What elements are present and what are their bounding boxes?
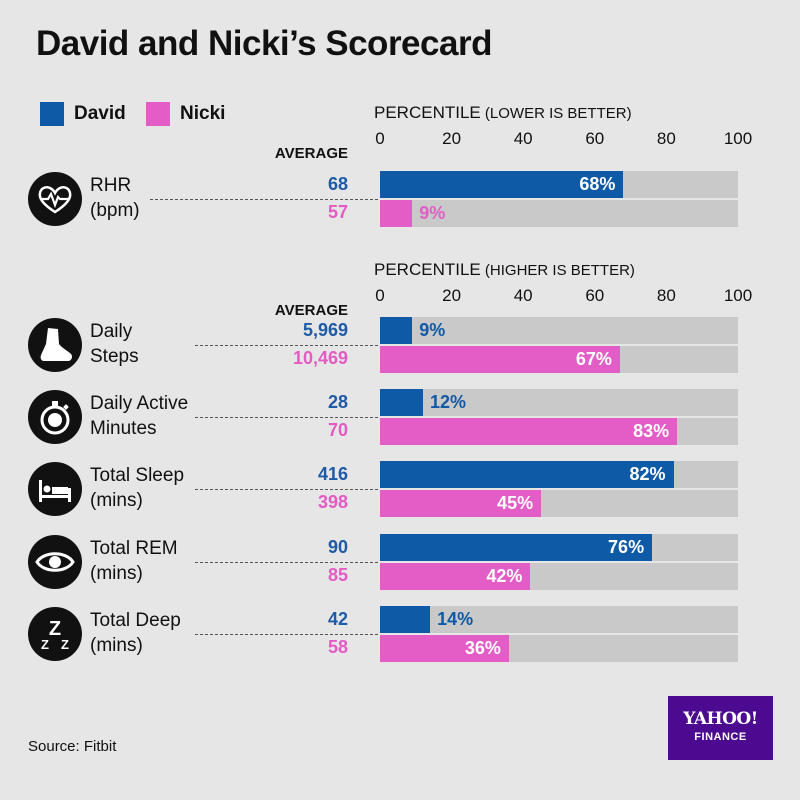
average-header: AVERAGE (274, 145, 348, 162)
percentile-header-sub: (HIGHER IS BETTER) (480, 262, 635, 279)
bar-track (380, 200, 738, 227)
nicki-average-value: 70 (327, 420, 348, 440)
nicki-average-value: 85 (327, 565, 348, 585)
david-average-value: 5,969 (302, 320, 348, 340)
dashed-leader-line (195, 489, 378, 490)
stopwatch-icon (28, 390, 82, 444)
david-average-value: 416 (317, 464, 348, 484)
david-bar (380, 389, 423, 416)
david-average-value: 42 (327, 609, 348, 629)
percentile-header-main: PERCENTILE (374, 103, 481, 122)
dashed-leader-line (195, 345, 378, 346)
nicki-average-value: 10,469 (292, 348, 348, 368)
david-bar-label: 68% (579, 174, 616, 194)
x-tick-label: 40 (513, 129, 533, 148)
nicki-average-value: 57 (327, 202, 348, 222)
x-tick-label: 60 (585, 286, 605, 305)
nicki-bar-label: 67% (575, 349, 612, 369)
x-tick-label: 40 (513, 286, 533, 305)
nicki-bar-label: 45% (497, 493, 534, 513)
x-tick-label: 0 (375, 286, 385, 305)
david-bar (380, 461, 674, 488)
metric-label-line2: Minutes (90, 418, 157, 439)
metric-label-line1: Total Sleep (90, 465, 185, 486)
nicki-bar-label: 36% (464, 638, 501, 658)
yahoo-finance-logo: YAHOO! FINANCE (668, 696, 773, 760)
page-title: David and Nicki’s Scorecard (36, 24, 492, 63)
nicki-bar (380, 346, 620, 373)
david-average-value: 68 (327, 174, 348, 194)
average-header: AVERAGE (274, 302, 348, 319)
bar-track (380, 606, 738, 633)
logo-line1: YAHOO! (683, 709, 758, 729)
eye-icon (28, 535, 82, 589)
x-tick-label: 100 (723, 286, 753, 305)
legend-label-nicki: Nicki (180, 103, 226, 124)
nicki-bar (380, 490, 542, 517)
nicki-bar-label: 42% (486, 566, 523, 586)
svg-text:Z: Z (61, 637, 69, 652)
logo-line2: FINANCE (694, 731, 747, 743)
metric-label-line1: RHR (90, 175, 132, 196)
source-note: Source: Fitbit (28, 738, 117, 755)
dashed-leader-line (195, 634, 378, 635)
x-tick-label: 80 (656, 286, 676, 305)
x-tick-label: 20 (442, 286, 462, 305)
metric-label-line2: Steps (90, 346, 139, 367)
david-bar (380, 171, 624, 198)
david-bar-label: 14% (437, 609, 474, 629)
metric-label-line1: Daily (90, 321, 133, 342)
david-bar-label: 9% (419, 320, 446, 340)
nicki-average-value: 58 (327, 637, 348, 657)
david-bar-label: 12% (429, 392, 466, 412)
david-average-value: 28 (327, 392, 348, 412)
nicki-bar (380, 418, 678, 445)
bed-icon (28, 462, 82, 516)
david-bar (380, 534, 653, 561)
x-tick-label: 20 (442, 129, 462, 148)
dashed-leader-line (195, 562, 378, 563)
david-average-value: 90 (327, 537, 348, 557)
nicki-bar (380, 200, 413, 227)
svg-text:Z: Z (41, 637, 49, 652)
shoe-icon (28, 318, 82, 372)
nicki-bar (380, 563, 531, 590)
nicki-bar (380, 635, 509, 662)
metric-label-line2: (mins) (90, 563, 143, 584)
x-tick-label: 100 (723, 129, 753, 148)
metric-label-line2: (mins) (90, 490, 143, 511)
percentile-header: PERCENTILE (LOWER IS BETTER) (374, 103, 632, 123)
dashed-leader-line (195, 417, 378, 418)
metric-label-line1: Total REM (90, 538, 178, 559)
percentile-header-sub: (LOWER IS BETTER) (480, 105, 632, 122)
x-tick-label: 80 (656, 129, 676, 148)
david-bar (380, 317, 413, 344)
david-bar-label: 82% (629, 464, 666, 484)
nicki-bar-label: 9% (419, 203, 446, 223)
svg-text:Z: Z (49, 618, 61, 640)
metric-label-line1: Total Deep (90, 610, 181, 631)
david-bar-label: 76% (608, 537, 645, 557)
percentile-header-main: PERCENTILE (374, 260, 481, 279)
bar-track (380, 389, 738, 416)
x-tick-label: 60 (585, 129, 605, 148)
x-tick-label: 0 (375, 129, 385, 148)
metric-label-line2: (bpm) (90, 200, 140, 221)
legend-swatch-david (40, 102, 64, 126)
nicki-average-value: 398 (317, 492, 348, 512)
percentile-header: PERCENTILE (HIGHER IS BETTER) (374, 260, 635, 280)
metric-label-line2: (mins) (90, 635, 143, 656)
heart-pulse-icon (28, 172, 82, 226)
bar-track (380, 317, 738, 344)
metric-label-line1: Daily Active (90, 393, 189, 414)
dashed-leader-line (150, 199, 378, 200)
legend-swatch-nicki (146, 102, 170, 126)
legend-label-david: David (74, 103, 126, 124)
david-bar (380, 606, 431, 633)
nicki-bar-label: 83% (633, 421, 670, 441)
